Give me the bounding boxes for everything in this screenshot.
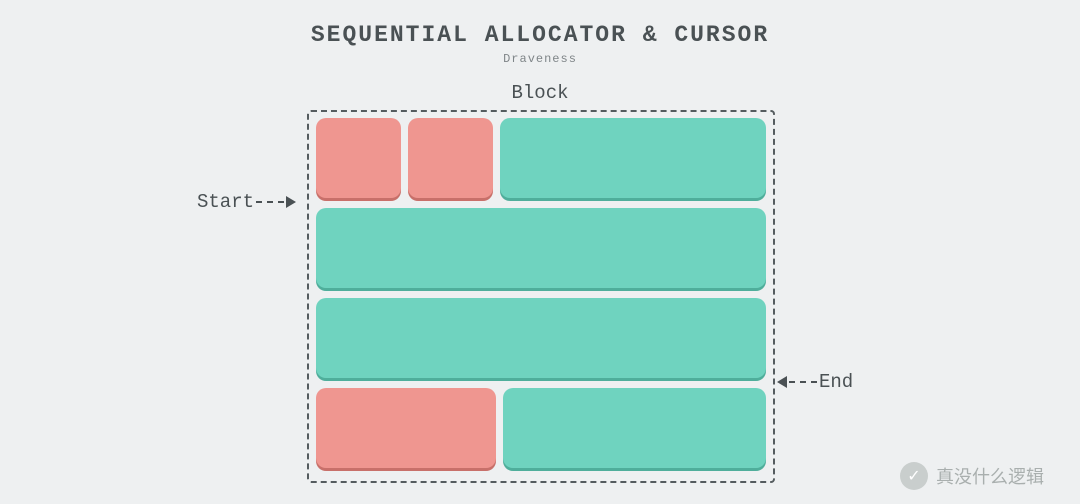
memory-cell <box>316 118 401 198</box>
dash-icon <box>256 201 284 203</box>
dash-icon <box>789 381 817 383</box>
start-pointer-label: Start <box>197 191 254 213</box>
diagram-title: SEQUENTIAL ALLOCATOR & CURSOR <box>311 22 769 48</box>
block-label: Block <box>511 82 568 104</box>
diagram-canvas: SEQUENTIAL ALLOCATOR & CURSOR Draveness … <box>0 0 1080 504</box>
watermark-icon: ✓ <box>900 462 928 490</box>
watermark: ✓ 真没什么逻辑 <box>900 462 1044 490</box>
end-pointer-label: End <box>819 371 853 393</box>
end-pointer: End <box>777 371 853 393</box>
memory-cell <box>316 208 766 288</box>
arrow-right-icon <box>286 196 296 208</box>
arrow-left-icon <box>777 376 787 388</box>
memory-cell <box>408 118 493 198</box>
memory-cell <box>503 388 766 468</box>
memory-cell <box>316 298 766 378</box>
diagram-subtitle: Draveness <box>503 52 577 66</box>
watermark-text: 真没什么逻辑 <box>936 463 1044 489</box>
start-pointer: Start <box>197 191 296 213</box>
memory-cell <box>500 118 766 198</box>
memory-cell <box>316 388 496 468</box>
